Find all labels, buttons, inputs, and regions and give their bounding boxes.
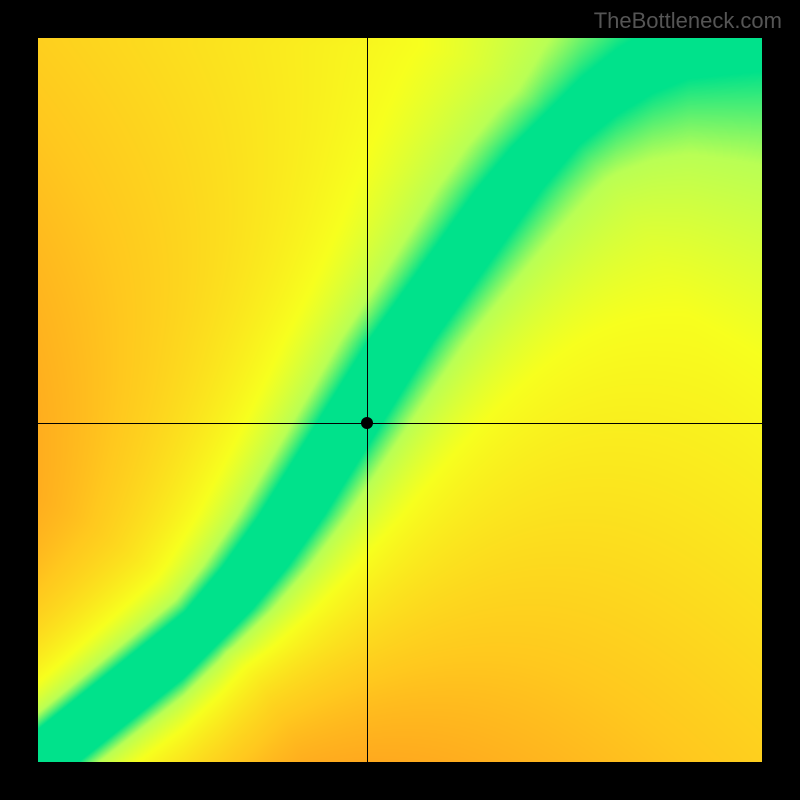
crosshair-vertical: [367, 38, 368, 762]
crosshair-horizontal: [38, 423, 762, 424]
crosshair-dot: [361, 417, 373, 429]
watermark-text: TheBottleneck.com: [594, 8, 782, 34]
heatmap-canvas: [38, 38, 762, 762]
heatmap-chart: [38, 38, 762, 762]
